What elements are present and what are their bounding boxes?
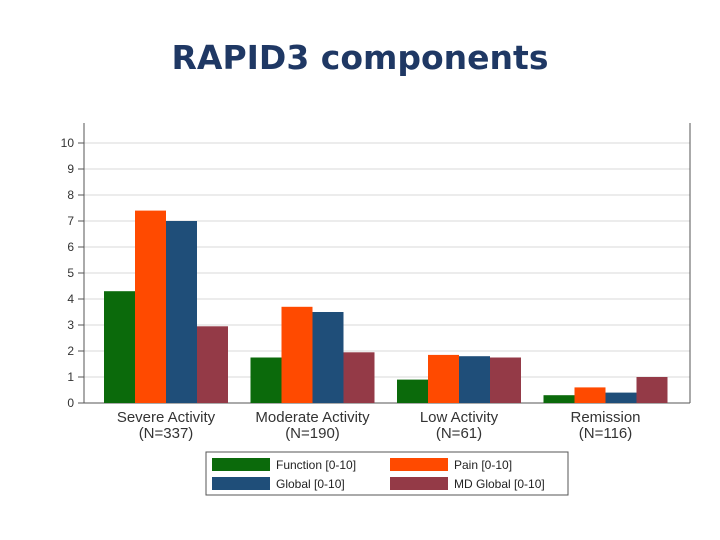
y-tick-label: 6 [67,240,74,254]
legend-label: Global [0-10] [276,477,345,491]
bar-global-2 [459,356,490,403]
x-category-label: (N=190) [285,425,340,442]
bar-global-3 [605,392,637,403]
bar-pain-2 [428,354,459,403]
y-tick-label: 2 [67,344,74,358]
legend-swatch [390,477,448,490]
bar-function-2 [397,379,428,403]
bar-md-1 [343,352,375,403]
legend-label: Pain [0-10] [454,458,512,472]
bar-pain-3 [574,387,606,403]
x-category-label: Remission [570,409,640,426]
bar-global-0 [166,221,197,403]
bar-pain-1 [281,306,313,403]
y-tick-label: 1 [67,370,74,384]
bar-md-2 [490,357,521,403]
bar-function-1 [250,357,282,403]
x-category-label: Severe Activity [117,409,216,426]
legend-swatch [212,458,270,471]
bar-pain-0 [135,210,166,403]
legend-label: MD Global [0-10] [454,477,545,491]
legend-label: Function [0-10] [276,458,356,472]
x-category-label: (N=61) [436,425,482,442]
slide-title: RAPID3 components [171,38,549,77]
x-category-label: Moderate Activity [255,409,370,426]
y-tick-label: 9 [67,162,74,176]
bar-function-0 [104,291,135,403]
x-category-label: (N=337) [139,425,194,442]
x-category-label: (N=116) [579,425,633,442]
y-tick-label: 0 [67,396,74,410]
y-tick-label: 10 [61,136,75,150]
y-tick-label: 3 [67,318,74,332]
y-tick-label: 4 [67,292,74,306]
bar-function-3 [543,395,575,403]
y-tick-label: 8 [67,188,74,202]
x-category-label: Low Activity [420,409,499,426]
legend-swatch [212,477,270,490]
legend: Function [0-10] Pain [0-10] Global [0-10] M… [205,451,569,496]
bar-md-3 [636,377,668,403]
category-labels: Severe Activity(N=337)Moderate Activity(… [117,409,641,442]
bar-md-0 [197,326,228,403]
bar-global-1 [312,312,344,403]
legend-swatch [390,458,448,471]
y-tick-label: 7 [67,214,74,228]
bars [104,210,668,403]
y-tick-label: 5 [67,266,74,280]
